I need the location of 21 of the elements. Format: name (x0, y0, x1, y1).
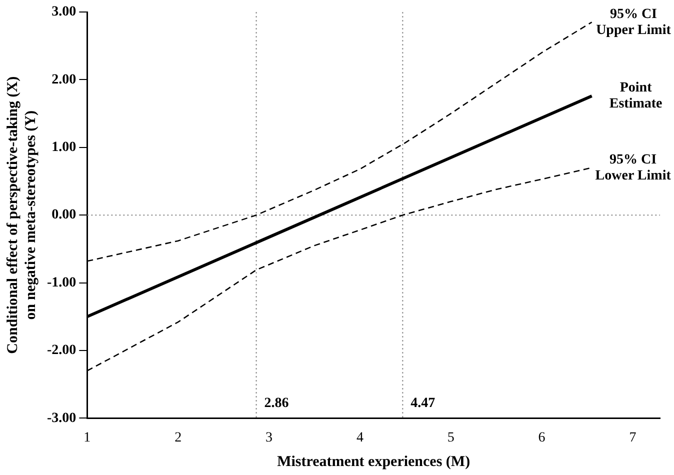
x-tick-label: 7 (629, 430, 636, 446)
y-tick-label: -2.00 (46, 343, 76, 358)
x-tick-label: 5 (447, 430, 454, 446)
series-label: 95% CI Lower Limit (595, 152, 672, 184)
y-tick-label: 2.00 (52, 72, 76, 88)
y-axis-title: Conditional effect of perspective-taking (X) on negative meta-stereotypes (Y) (4, 76, 39, 354)
series-label: 95% CI Upper Limit (596, 6, 672, 38)
x-tick-label: 4 (356, 430, 364, 446)
y-tick-label: -1.00 (46, 275, 76, 290)
ref-line-label: 2.86 (264, 396, 289, 411)
y-tick-label: 3.00 (52, 4, 76, 20)
x-tick-label: 3 (266, 430, 273, 446)
y-tick-label: 0.00 (52, 208, 76, 223)
y-tick-label: -3.00 (46, 410, 76, 426)
x-tick-label: 1 (84, 430, 91, 446)
x-tick-label: 6 (538, 430, 546, 446)
series-label: Point Estimate (609, 80, 662, 112)
ref-line-label: 4.47 (410, 396, 436, 411)
y-tick-label: 1.00 (52, 140, 76, 156)
x-axis-title: Mistreatment experiences (M) (277, 454, 470, 470)
x-tick-label: 2 (174, 430, 182, 446)
